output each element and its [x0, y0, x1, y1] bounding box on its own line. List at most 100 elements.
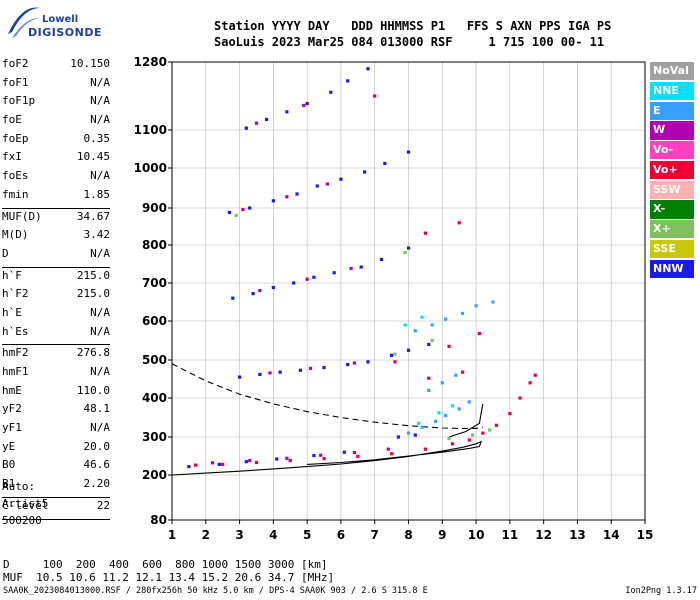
- point-vo-: [457, 221, 461, 225]
- point-nnw: [251, 292, 255, 296]
- param-name: B0: [2, 458, 16, 472]
- point-nnw: [362, 170, 367, 174]
- point-vo-: [423, 231, 427, 235]
- point-x-: [487, 428, 492, 432]
- point-nnw: [227, 210, 232, 215]
- param-row: MUF(D) 34.67: [2, 210, 110, 229]
- legend-item-w: W: [650, 121, 694, 140]
- param-value: 110.0: [76, 383, 110, 397]
- polarization-legend: NoVal NNE E W Vo- Vo+ SSW X- X+ SSE NNW: [650, 62, 694, 280]
- point-e: [444, 413, 448, 418]
- y-tick-label: 400: [142, 391, 167, 405]
- point-vo-: [288, 458, 292, 463]
- point-nne: [437, 411, 441, 415]
- scaled-parameters-panel: foF2 10.150 foF1 N/A foF1p N/A foE N/A foEp 0.35 f…: [2, 57, 110, 521]
- point-vo-: [450, 442, 455, 446]
- point-x-: [471, 433, 475, 437]
- point-e: [467, 400, 471, 404]
- autoscaling-score: 500200: [2, 514, 42, 527]
- profile-line: [171, 440, 483, 476]
- param-row: hmF1 N/A: [2, 365, 110, 384]
- distance-row: D 100 200 400 600 800 1000 1500 3000 [km…: [3, 558, 328, 571]
- legend-item-x-: X-: [650, 200, 694, 219]
- header-labels: Station YYYY DAY DDD HHMMSS P1 FFS S AXN…: [214, 19, 612, 33]
- param-name: foF1p: [2, 94, 36, 108]
- legend-item-nnw: NNW: [650, 259, 694, 278]
- point-w: [352, 450, 357, 455]
- point-e: [444, 317, 448, 321]
- point-nnw: [396, 435, 400, 439]
- point-nnw: [346, 79, 350, 83]
- param-value: 215.0: [76, 287, 110, 301]
- x-tick-label: 4: [269, 528, 277, 542]
- point-nnw: [275, 457, 279, 461]
- param-value: N/A: [90, 365, 110, 378]
- param-value: 2.20: [83, 477, 111, 491]
- point-e: [454, 373, 458, 377]
- param-separator: [2, 207, 110, 209]
- point-vo-: [528, 381, 532, 385]
- point-nne: [420, 315, 424, 319]
- point-w: [319, 453, 323, 457]
- param-value: 1.85: [83, 187, 111, 201]
- param-row: yE 20.0: [2, 440, 110, 459]
- legend-item-nne: NNE: [650, 81, 694, 100]
- point-nne: [450, 404, 455, 408]
- logo-swoosh-icon: [8, 7, 42, 38]
- point-vo-: [390, 452, 394, 456]
- point-vo-: [194, 463, 198, 467]
- point-nnw: [339, 177, 343, 181]
- y-tick-label: 600: [142, 314, 167, 328]
- param-row: D N/A: [2, 247, 110, 266]
- point-nne: [417, 421, 421, 425]
- point-e: [474, 304, 478, 308]
- param-value: 0.35: [83, 131, 111, 145]
- param-name: hmF1: [2, 365, 29, 378]
- point-vo-: [477, 331, 482, 336]
- point-w: [285, 195, 289, 199]
- point-w: [268, 371, 272, 375]
- param-value: 10.150: [70, 57, 110, 70]
- point-nnw: [332, 271, 336, 275]
- param-row: fmin 1.85: [2, 188, 110, 207]
- point-w: [308, 366, 313, 370]
- param-separator: [2, 496, 110, 498]
- param-value: N/A: [90, 169, 110, 183]
- point-nnw: [312, 275, 316, 279]
- software-version: Ion2Png 1.3.17: [625, 586, 697, 596]
- param-name: B1: [2, 477, 16, 491]
- point-e: [430, 323, 434, 327]
- point-nnw: [342, 450, 346, 454]
- param-value: 20.0: [83, 439, 111, 453]
- point-nnw: [346, 362, 350, 367]
- point-vo-: [356, 454, 360, 458]
- point-nnw: [258, 372, 262, 377]
- point-w: [305, 277, 309, 281]
- legend-item-x-: X+: [650, 220, 694, 239]
- file-info: SAA0K_2023084013000.RSF / 280fx256h 50 k…: [3, 586, 428, 596]
- param-name: yF1: [2, 421, 22, 435]
- point-nnw: [187, 465, 191, 469]
- param-name: MUF(D): [2, 209, 42, 223]
- point-nnw: [237, 375, 242, 379]
- param-name: M(D): [2, 228, 29, 242]
- legend-item-noval: NoVal: [650, 62, 694, 81]
- param-row: foF1p N/A: [2, 94, 110, 113]
- x-tick-label: 2: [202, 528, 210, 542]
- point-vo-: [393, 360, 397, 364]
- param-value: N/A: [90, 246, 110, 260]
- point-vo-: [423, 447, 427, 451]
- param-name: C-level: [2, 498, 49, 512]
- param-value: N/A: [90, 421, 110, 435]
- point-nnw: [285, 110, 289, 114]
- x-tick-label: 3: [235, 528, 243, 542]
- param-name: h`F: [2, 268, 22, 282]
- point-w: [241, 207, 245, 212]
- point-vo-: [322, 457, 326, 461]
- x-tick-label: 7: [371, 528, 379, 542]
- param-name: D: [2, 246, 9, 260]
- x-tick-label: 12: [535, 528, 552, 542]
- point-vo-: [533, 373, 537, 377]
- legend-item-sse: SSE: [650, 240, 694, 259]
